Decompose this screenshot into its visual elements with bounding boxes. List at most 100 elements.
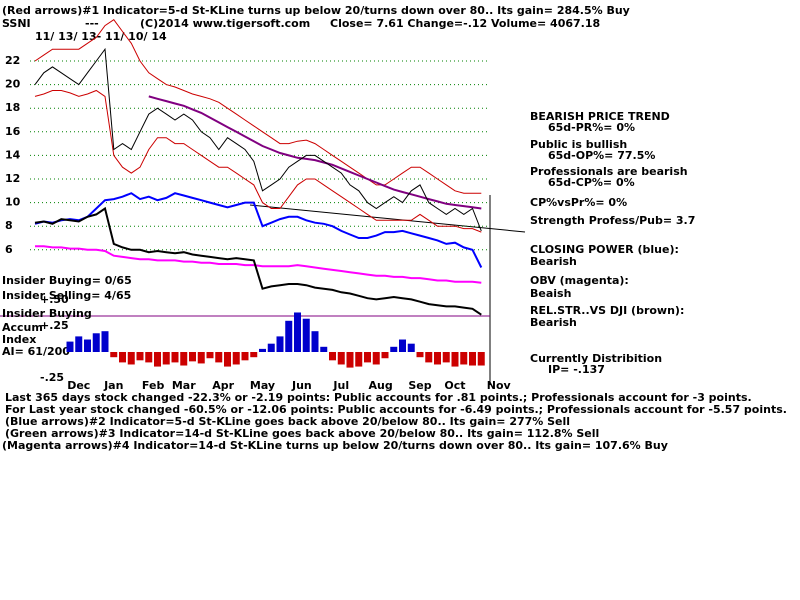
annotation: OBV (magenta): <box>530 274 629 287</box>
accum-bar <box>180 352 188 366</box>
annotation: Close= 7.61 Change=-.12 Volume= 4067.18 <box>330 17 600 30</box>
annotation: AI= 61/200 <box>2 345 70 358</box>
annotation: SSNI <box>2 17 31 30</box>
series-line <box>34 192 483 268</box>
accum-bar <box>259 348 266 352</box>
accum-bar <box>364 352 371 363</box>
accum-bar <box>75 336 83 352</box>
accum-bar <box>477 352 485 366</box>
y-tick-label: +.25 <box>40 319 69 332</box>
accum-bar <box>407 343 415 352</box>
accum-bar <box>276 336 284 352</box>
y-tick-label: 16 <box>5 125 21 138</box>
annotation: CP%vsPr%= 0% <box>530 196 627 209</box>
accum-bar <box>346 352 354 368</box>
annotation: 65d-OP%= 77.5% <box>548 149 655 162</box>
accum-bar <box>127 352 135 365</box>
annotation: Index <box>2 333 36 346</box>
accum-bar <box>224 352 231 367</box>
accum-bar <box>101 331 109 352</box>
x-tick-label: Jun <box>291 379 312 392</box>
accum-bar <box>232 352 240 365</box>
accum-bar <box>390 346 398 352</box>
annotation: Insider Buying <box>2 307 92 320</box>
x-tick-label: Dec <box>67 379 90 392</box>
accum-bar <box>320 346 328 352</box>
y-tick-label: 22 <box>5 54 20 67</box>
accum-bar <box>451 352 459 367</box>
annotation: 65d-CP%= 0% <box>548 176 635 189</box>
annotation: (C)2014 www.tigersoft.com <box>140 17 310 30</box>
accum-bar <box>171 352 179 363</box>
series-line <box>34 19 482 194</box>
accum-bar <box>329 352 336 361</box>
x-tick-label: Oct <box>444 379 465 392</box>
annotation: Insider Selling= 4/65 <box>2 289 131 302</box>
annotation: (Red arrows)#1 Indicator=5-d St-KLine tu… <box>2 4 630 17</box>
x-tick-label: Nov <box>487 379 512 392</box>
annotation: Insider Buying= 0/65 <box>2 274 132 287</box>
y-tick-label: 8 <box>5 219 13 232</box>
accum-bar <box>355 352 363 367</box>
series-line <box>34 206 482 316</box>
accum-bar <box>416 352 424 358</box>
x-tick-label: Jul <box>332 379 349 392</box>
accum-bar <box>337 352 345 365</box>
accum-bar <box>119 352 126 363</box>
annotation: Bearish <box>530 316 577 329</box>
accum-bar <box>189 352 196 362</box>
annotation: Bearish <box>530 255 577 268</box>
y-tick-label: -.25 <box>40 371 64 384</box>
x-tick-label: Aug <box>369 379 393 392</box>
accum-bar <box>206 352 214 359</box>
x-tick-label: Apr <box>212 379 234 392</box>
accum-bar <box>442 352 450 363</box>
annotation: --- <box>85 17 99 30</box>
annotation: 65d-PR%= 0% <box>548 121 635 134</box>
annotation: 11/ 13/ 13- 11/ 10/ 14 <box>35 30 167 43</box>
y-tick-label: 6 <box>5 243 13 256</box>
accum-bar <box>110 352 118 358</box>
accum-bar <box>197 352 205 364</box>
annotation: Strength Profess/Pub= 3.7 <box>530 214 695 227</box>
annotation: REL.STR..VS DJI (brown): <box>530 304 684 317</box>
annotation: CLOSING POWER (blue): <box>530 243 679 256</box>
annotation: For Last year stock changed -60.5% or -1… <box>5 403 787 416</box>
accum-bar <box>285 320 293 352</box>
accum-bar <box>215 352 223 363</box>
y-tick-label: 18 <box>5 101 20 114</box>
series-line <box>35 245 482 284</box>
x-tick-label: Jan <box>103 379 123 392</box>
accum-bar <box>250 352 258 358</box>
series-line <box>34 47 482 232</box>
accum-bar <box>241 352 249 361</box>
y-tick-label: 10 <box>5 196 21 209</box>
accum-bar <box>294 312 301 352</box>
annotation: BEARISH PRICE TREND <box>530 110 670 123</box>
accum-bar <box>311 331 319 352</box>
accum-bar <box>66 341 74 352</box>
y-tick-label: 14 <box>5 148 21 161</box>
x-tick-label: Feb <box>142 379 165 392</box>
accum-bar <box>399 339 406 352</box>
annotation: Last 365 days stock changed -22.3% or -2… <box>5 391 752 404</box>
annotation: Professionals are bearish <box>530 165 688 178</box>
trend-line <box>249 204 526 233</box>
accum-bar <box>84 339 91 352</box>
x-tick-label: Mar <box>172 379 196 392</box>
annotation: (Blue arrows)#2 Indicator=5-d St-KLine g… <box>5 415 570 428</box>
accum-bar <box>302 318 310 352</box>
y-tick-label: 12 <box>5 172 20 185</box>
series-line <box>34 89 482 233</box>
annotation: Currently Distribition <box>530 352 662 365</box>
x-tick-label: Sep <box>408 379 431 392</box>
accum-bar <box>372 352 380 365</box>
annotation: Beaish <box>530 287 571 300</box>
accum-bar <box>136 352 144 361</box>
accum-bar <box>154 352 161 367</box>
accum-bar <box>425 352 433 363</box>
accum-bar <box>162 352 170 365</box>
accum-bar <box>434 352 441 365</box>
series-line <box>148 95 482 210</box>
